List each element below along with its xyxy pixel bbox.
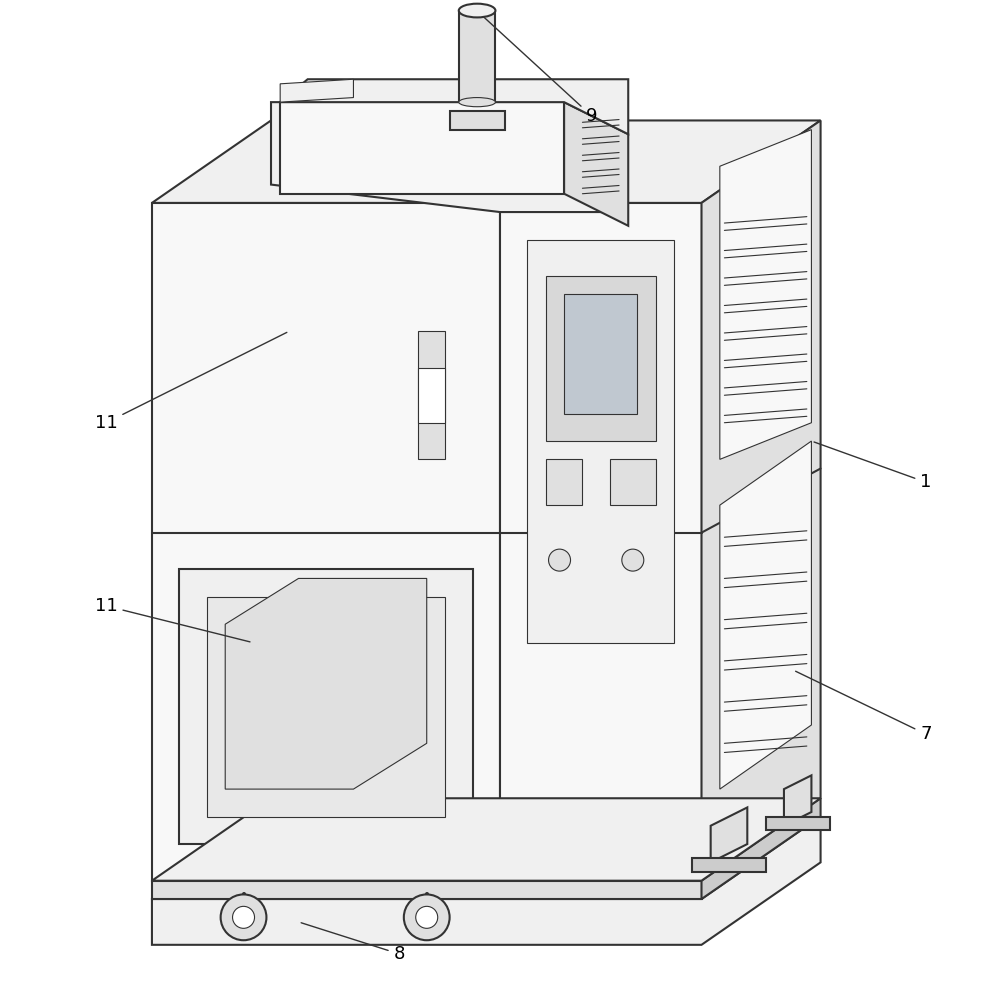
Circle shape: [233, 907, 255, 929]
Circle shape: [549, 550, 571, 571]
Text: 1: 1: [814, 442, 932, 491]
Text: 11: 11: [95, 597, 250, 642]
Polygon shape: [720, 441, 811, 789]
Polygon shape: [546, 459, 582, 505]
Polygon shape: [418, 331, 445, 459]
Circle shape: [221, 895, 266, 940]
Ellipse shape: [459, 4, 495, 18]
Polygon shape: [280, 79, 628, 134]
Polygon shape: [702, 799, 821, 899]
Polygon shape: [280, 102, 564, 193]
Circle shape: [622, 550, 644, 571]
Text: 7: 7: [796, 672, 932, 743]
Polygon shape: [450, 111, 505, 130]
Polygon shape: [225, 578, 427, 789]
Polygon shape: [418, 368, 445, 423]
Polygon shape: [610, 459, 656, 505]
Polygon shape: [564, 295, 637, 414]
Text: 11: 11: [95, 332, 287, 432]
Polygon shape: [546, 276, 656, 441]
Polygon shape: [280, 79, 353, 102]
Polygon shape: [784, 776, 811, 825]
Polygon shape: [527, 239, 674, 643]
Ellipse shape: [459, 97, 495, 107]
Polygon shape: [207, 597, 445, 816]
Polygon shape: [720, 130, 811, 459]
Polygon shape: [271, 102, 610, 212]
Polygon shape: [152, 120, 821, 203]
Polygon shape: [152, 799, 821, 881]
Polygon shape: [459, 11, 495, 102]
Polygon shape: [152, 203, 500, 881]
Polygon shape: [179, 569, 473, 844]
Polygon shape: [692, 858, 766, 872]
Circle shape: [416, 907, 438, 929]
Polygon shape: [711, 807, 747, 862]
Polygon shape: [702, 120, 821, 881]
Polygon shape: [152, 816, 821, 944]
Polygon shape: [500, 203, 702, 881]
Polygon shape: [766, 816, 830, 830]
Polygon shape: [152, 881, 702, 899]
Text: 8: 8: [301, 923, 405, 963]
Text: 9: 9: [484, 17, 597, 125]
Polygon shape: [564, 102, 628, 226]
Circle shape: [404, 895, 450, 940]
